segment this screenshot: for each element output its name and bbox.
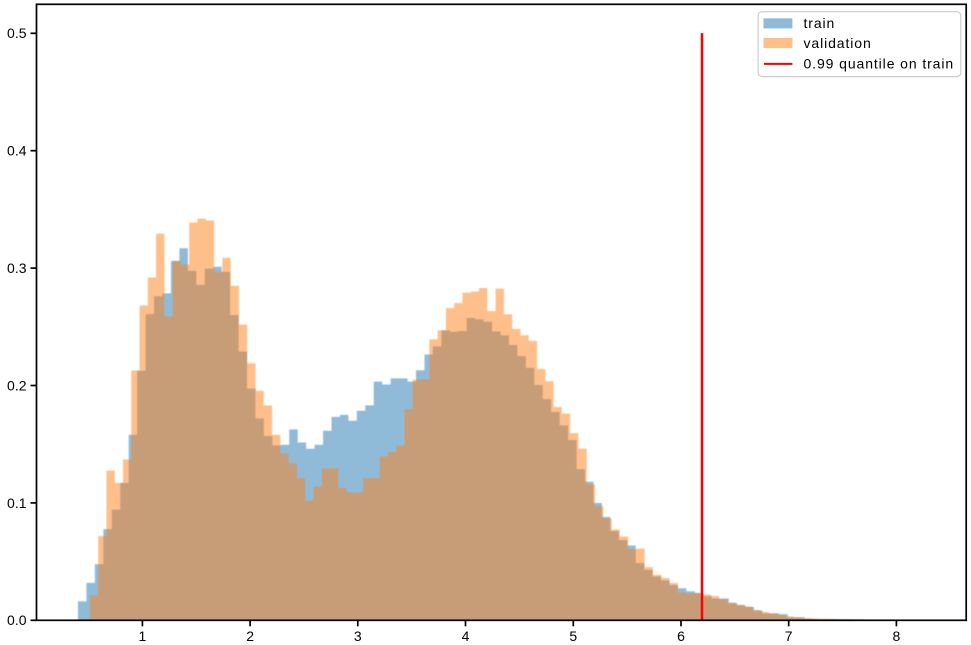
- svg-text:7: 7: [785, 628, 793, 644]
- svg-text:2: 2: [246, 628, 254, 644]
- svg-text:4: 4: [462, 628, 470, 644]
- svg-text:validation: validation: [804, 35, 872, 51]
- svg-text:0.4: 0.4: [7, 143, 27, 159]
- svg-text:0.2: 0.2: [7, 377, 27, 393]
- svg-text:6: 6: [677, 628, 685, 644]
- svg-text:train: train: [804, 15, 836, 31]
- svg-text:0.3: 0.3: [7, 260, 27, 276]
- svg-text:1: 1: [139, 628, 147, 644]
- svg-text:0.5: 0.5: [7, 25, 27, 41]
- svg-text:8: 8: [893, 628, 901, 644]
- svg-text:0.1: 0.1: [7, 495, 27, 511]
- svg-text:0.99 quantile on train: 0.99 quantile on train: [804, 55, 955, 71]
- svg-text:3: 3: [354, 628, 362, 644]
- svg-text:5: 5: [569, 628, 577, 644]
- svg-text:0.0: 0.0: [7, 612, 27, 628]
